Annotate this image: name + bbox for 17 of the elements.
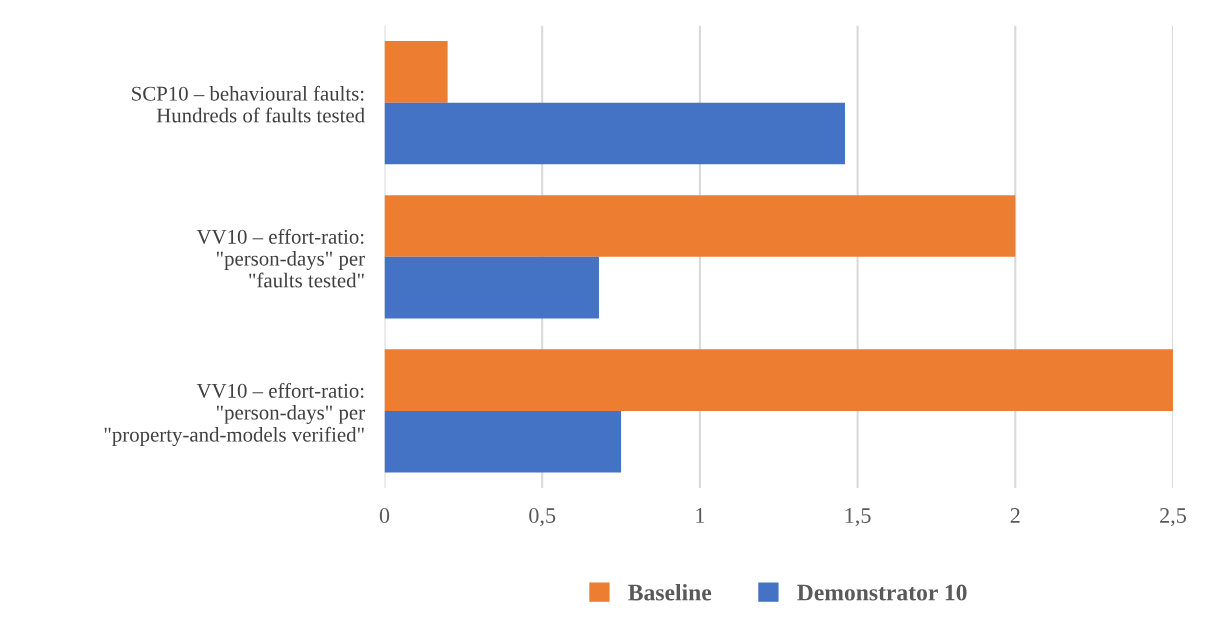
bar xyxy=(384,410,622,473)
bar xyxy=(384,102,845,165)
x-tick-label: 0,5 xyxy=(529,508,556,527)
bar xyxy=(384,349,1173,411)
legend-label: Demonstrator 10 xyxy=(797,584,967,601)
y-tick-label: SCP10 – behavioural faults: Hundreds of faults tested xyxy=(132,85,365,123)
x-tick-label: 2 xyxy=(1010,508,1020,523)
y-tick-label: VV10 – effort-ratio: "person-days" per "property-and-models verified" xyxy=(104,382,365,447)
x-tick-label: 1 xyxy=(696,508,705,523)
bar xyxy=(384,256,599,319)
x-tick-label: 2,5 xyxy=(1160,508,1186,527)
legend-label: Baseline xyxy=(628,583,712,601)
bar xyxy=(384,41,448,103)
bar xyxy=(384,195,1016,257)
x-tick-label: 0 xyxy=(379,508,390,523)
x-tick-label: 1,5 xyxy=(845,508,871,527)
y-tick-label: VV10 – effort-ratio: "person-days" per "faults tested" xyxy=(196,228,365,288)
